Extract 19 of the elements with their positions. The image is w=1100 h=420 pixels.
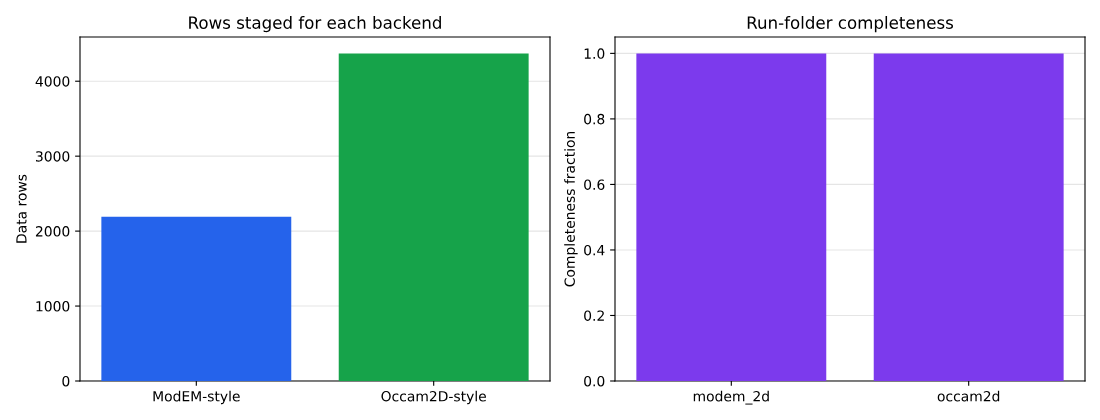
y-tick-label: 0	[62, 375, 70, 387]
chart-title: Rows staged for each backend	[189, 16, 441, 33]
y-tick-label: 0.2	[584, 310, 604, 321]
x-tick-label: occam2d	[937, 390, 1000, 402]
y-axis-title: Data rows	[16, 174, 27, 243]
x-tick-label: ModEM-style	[153, 390, 240, 405]
y-tick-label: 0.6	[584, 179, 605, 190]
y-tick-label: 0.0	[584, 375, 605, 387]
y-tick-label: 0.8	[584, 113, 605, 125]
chart-title: Run-folder completeness	[747, 16, 954, 33]
y-tick-label: 3000	[35, 151, 70, 162]
y-axis-title: Completeness fraction	[564, 131, 578, 287]
y-tick-label: 4000	[35, 76, 70, 87]
y-tick-label: 1.0	[584, 48, 605, 59]
y-tick-label: 0.4	[584, 244, 605, 256]
y-tick-label: 1000	[36, 301, 70, 312]
y-tick-label: 2000	[35, 226, 70, 237]
x-tick-label: modem_2d	[693, 390, 769, 405]
x-tick-label: Occam2D-style	[381, 390, 486, 405]
